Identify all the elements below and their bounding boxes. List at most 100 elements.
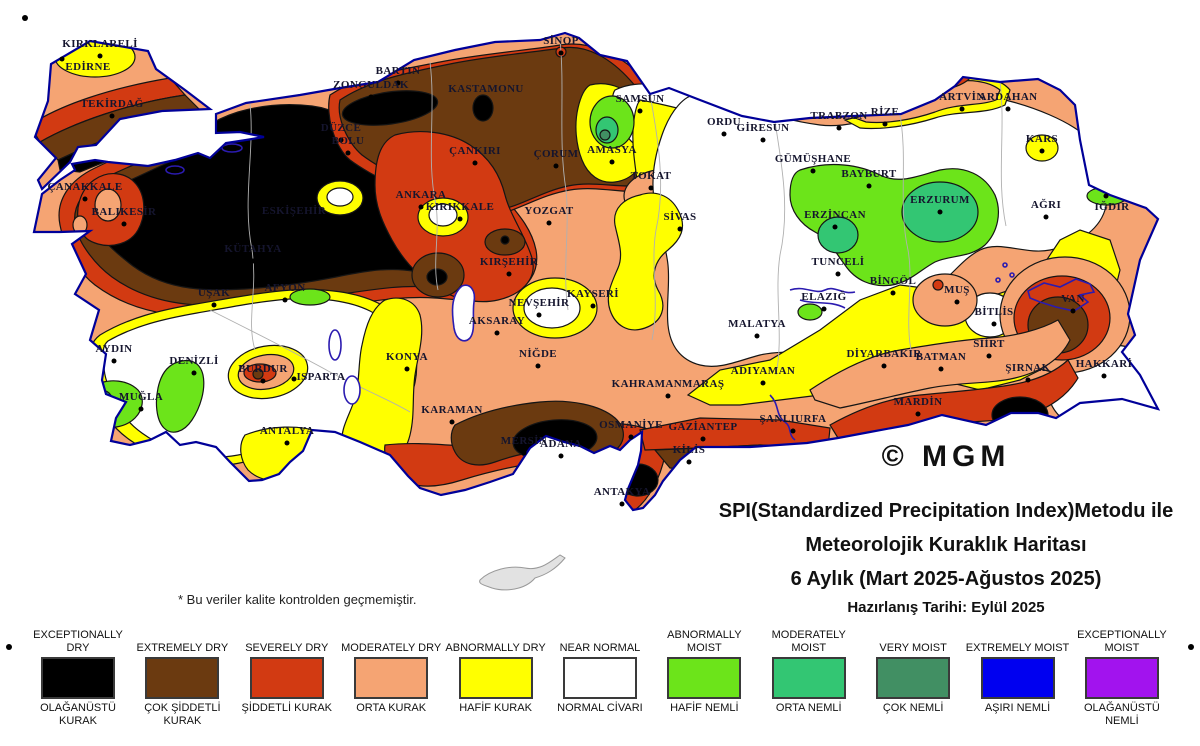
drought-legend: EXCEPTIONALLY DRY OLAĞANÜSTÜ KURAK EXTREME… [0, 627, 1200, 746]
city-dot [937, 209, 943, 215]
city-dot [558, 50, 564, 56]
legend-label-en: EXCEPTIONALLY DRY [33, 629, 123, 654]
city-label: KARS [1025, 133, 1059, 145]
city-label: NEVŞEHİR [508, 297, 570, 309]
city-dot [1070, 308, 1076, 314]
city-label: BALIKESİR [91, 206, 157, 218]
legend-swatch [667, 657, 742, 699]
city-dot [938, 366, 944, 372]
city-label: ÇORUM [533, 148, 579, 160]
city-dot [109, 113, 115, 119]
city-dot [1043, 214, 1049, 220]
city-dot [821, 306, 827, 312]
lakes [165, 143, 1096, 441]
city-label: KIRIKKALE [425, 201, 495, 213]
city-dot [832, 224, 838, 230]
city-label: IĞDIR [1094, 201, 1130, 213]
city-dot [121, 221, 127, 227]
city-label: TRABZON [810, 110, 868, 122]
legend-item: ABNORMALLY DRY HAFİF KURAK [444, 627, 548, 746]
city-dot [472, 160, 478, 166]
city-dot [890, 290, 896, 296]
city-label: KİLİS [672, 444, 706, 456]
city-dot [395, 80, 401, 86]
legend-swatch [458, 657, 533, 699]
legend-label-en: ABNORMALLY DRY [445, 641, 546, 654]
city-dot [345, 150, 351, 156]
legend-item: EXTREMELY DRY ÇOK ŞİDDETLİ KURAK [130, 627, 234, 746]
city-dot [404, 366, 410, 372]
city-dot [677, 226, 683, 232]
map-title-line1: SPI(Standardized Precipitation Index)Met… [718, 500, 1174, 522]
city-label: ŞANLIURFA [759, 413, 827, 425]
city-dot [506, 271, 512, 277]
city-dot [284, 440, 290, 446]
legend-label-tr: HAFİF NEMLİ [670, 702, 739, 714]
city-dot [191, 370, 197, 376]
city-label: EDİRNE [65, 61, 111, 73]
city-label: ZONGULDAK [333, 79, 409, 91]
city-dot [1039, 148, 1045, 154]
city-label: KONYA [386, 351, 428, 363]
city-dot [760, 380, 766, 386]
city-dot [959, 106, 965, 112]
city-label: GİRESUN [736, 122, 790, 134]
city-label: HAKKARİ [1075, 358, 1133, 370]
city-label: GÜMÜŞHANE [774, 153, 852, 165]
quality-footnote: * Bu veriler kalite kontrolden geçmemişt… [178, 592, 417, 607]
city-label: ERZURUM [910, 194, 970, 206]
city-label: ELAZIĞ [801, 291, 847, 303]
city-label: DÜZCE [320, 122, 362, 134]
city-label: OSMANİYE [599, 419, 663, 431]
city-dot [1101, 373, 1107, 379]
city-dot [609, 159, 615, 165]
city-label: VAN [1061, 293, 1085, 305]
cyprus-outline [479, 554, 566, 591]
city-label: YOZGAT [524, 205, 574, 217]
city-dot [1005, 106, 1011, 112]
city-label: BARTIN [375, 65, 421, 77]
legend-label-tr: ÇOK ŞİDDETLİ KURAK [144, 702, 221, 727]
city-label: RİZE [870, 106, 900, 118]
city-dot [810, 168, 816, 174]
prepared-date: Hazırlanış Tarihi: Eylül 2025 [847, 599, 1045, 616]
city-dot [558, 453, 564, 459]
city-dot [1025, 377, 1031, 383]
city-label: AYDIN [95, 343, 133, 355]
city-label: KIRKLARELİ [62, 38, 138, 50]
city-dot [915, 411, 921, 417]
legend-swatch [562, 657, 637, 699]
city-label: AKSARAY [468, 315, 526, 327]
legend-label-tr: ORTA KURAK [356, 702, 427, 714]
legend-swatch [41, 657, 115, 699]
city-dot [882, 121, 888, 127]
city-label: ARDAHAN [978, 91, 1038, 103]
city-dot [250, 258, 256, 264]
copyright-watermark: © MGM [881, 440, 1011, 473]
legend-right-dot [1188, 644, 1194, 650]
city-dot [59, 56, 65, 62]
city-dot [553, 163, 559, 169]
city-label: ARTVİN [939, 91, 985, 103]
city-dot [665, 393, 671, 399]
city-label: UŞAK [197, 287, 231, 299]
city-dot [637, 108, 643, 114]
city-label: ADIYAMAN [730, 365, 796, 377]
city-label: MUŞ [944, 284, 970, 296]
city-label: AMASYA [587, 144, 637, 156]
city-dot [535, 363, 541, 369]
legend-label-tr: NORMAL CİVARI [557, 702, 643, 714]
legend-label-tr: ORTA NEMLİ [775, 702, 842, 714]
city-dot [483, 98, 489, 104]
city-dot [282, 297, 288, 303]
city-dot [260, 378, 266, 384]
map-title-line3: 6 Aylık (Mart 2025-Ağustos 2025) [790, 568, 1102, 590]
city-label: BOLU [331, 135, 365, 147]
city-dot [536, 312, 542, 318]
map-title-line2: Meteorolojik Kuraklık Haritası [805, 534, 1087, 556]
city-dot [754, 333, 760, 339]
legend-swatch [354, 657, 429, 699]
legend-item: EXTREMELY MOIST AŞIRI NEMLİ [966, 627, 1070, 746]
city-label: TOKAT [630, 170, 672, 182]
